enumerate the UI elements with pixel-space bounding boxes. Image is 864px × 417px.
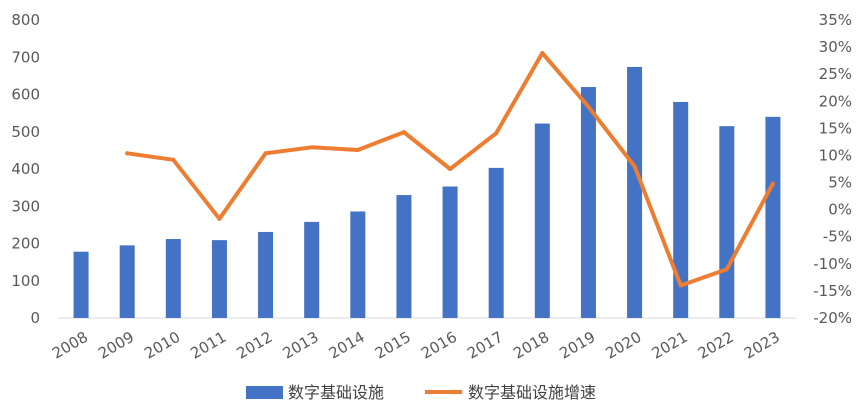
bar <box>534 123 550 319</box>
bar <box>627 66 643 318</box>
y-right-tick-label: 35% <box>819 11 852 29</box>
y-left-tick-label: 500 <box>11 123 40 141</box>
bar <box>350 211 366 318</box>
x-tick-label: 2022 <box>695 328 737 363</box>
y-left-tick-label: 700 <box>11 48 40 66</box>
x-ticks: 2008 2009 2010 2011 2012 2013 2014 2015 2016 2017… <box>49 328 783 363</box>
x-tick-label: 2019 <box>556 328 598 363</box>
bar <box>258 231 274 318</box>
legend: 数字基础设施 数字基础设施增速 <box>246 383 596 402</box>
y-right-tick-label: -10% <box>813 255 852 273</box>
line-point <box>586 104 591 109</box>
line-series <box>125 51 775 288</box>
x-tick-label: 2017 <box>464 328 506 363</box>
bar-series <box>73 66 781 319</box>
bar <box>765 116 781 318</box>
x-tick-label: 2014 <box>326 328 368 363</box>
line-point <box>263 151 268 156</box>
bar <box>488 167 504 318</box>
line-point <box>125 151 130 156</box>
y-right-tick-label: -5% <box>823 228 852 246</box>
y-left-tick-label: 100 <box>11 272 40 290</box>
legend-swatch-bar <box>246 386 283 399</box>
line-point <box>309 145 314 150</box>
y-left-tick-label: 600 <box>11 86 40 104</box>
y-right-tick-label: 30% <box>819 38 852 56</box>
line-point <box>217 216 222 221</box>
bar <box>119 245 135 318</box>
x-tick-label: 2020 <box>602 328 644 363</box>
line-point <box>678 283 683 288</box>
y-right-ticks: -20% -15% -10% -5% 0% 5% 10% 15% 20% 25% 30% 35% <box>813 11 852 327</box>
y-right-tick-label: 0% <box>828 201 852 219</box>
y-left-tick-label: 300 <box>11 197 40 215</box>
x-tick-label: 2008 <box>49 328 91 363</box>
x-tick-label: 2012 <box>233 328 275 363</box>
y-right-tick-label: 10% <box>819 146 852 164</box>
y-left-tick-label: 0 <box>30 309 40 327</box>
bar <box>304 221 320 318</box>
line-point <box>540 51 545 56</box>
x-tick-label: 2023 <box>741 328 783 363</box>
line-point <box>448 167 453 171</box>
legend-label-bar: 数字基础设施 <box>288 383 384 402</box>
bar <box>580 87 596 318</box>
bar <box>165 239 181 318</box>
x-tick-label: 2013 <box>280 328 322 363</box>
y-right-tick-label: 5% <box>828 174 852 192</box>
bar <box>73 251 89 318</box>
line-point <box>355 148 360 153</box>
y-right-tick-label: 25% <box>819 65 852 83</box>
y-right-tick-label: -15% <box>813 282 852 300</box>
y-left-tick-label: 400 <box>11 160 40 178</box>
y-right-tick-label: 15% <box>819 119 852 137</box>
y-left-tick-label: 800 <box>11 11 40 29</box>
line-point <box>401 130 406 135</box>
x-tick-label: 2010 <box>141 328 183 363</box>
line-point <box>632 164 637 169</box>
bar <box>719 126 735 318</box>
line-point <box>770 181 775 186</box>
y-right-tick-label: -20% <box>813 309 852 327</box>
x-tick-label: 2021 <box>649 328 691 363</box>
x-tick-label: 2009 <box>95 328 137 363</box>
legend-label-line: 数字基础设施增速 <box>468 383 596 402</box>
bar <box>396 195 412 318</box>
bar <box>442 186 458 318</box>
line-point <box>724 267 729 272</box>
y-left-ticks: 0 100 200 300 400 500 600 700 800 <box>11 11 40 327</box>
x-tick-label: 2011 <box>187 328 229 363</box>
y-left-tick-label: 200 <box>11 235 40 253</box>
bar <box>673 101 689 318</box>
x-tick-label: 2018 <box>510 328 552 363</box>
line-point <box>494 131 499 136</box>
bar <box>211 240 227 318</box>
x-tick-label: 2016 <box>418 328 460 363</box>
y-right-tick-label: 20% <box>819 92 852 110</box>
line-point <box>171 157 176 162</box>
x-tick-label: 2015 <box>372 328 414 363</box>
